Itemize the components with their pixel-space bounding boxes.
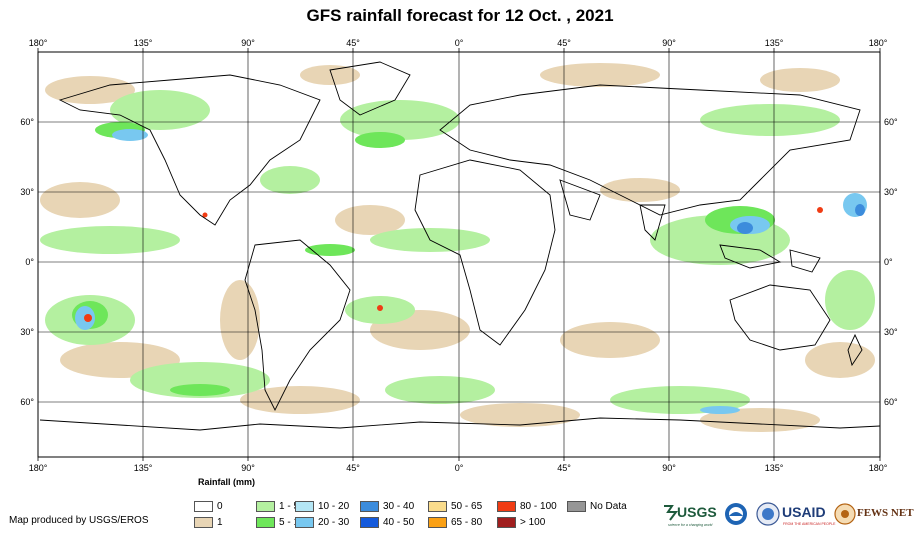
lon-label: 45° [346,463,360,473]
legend-label: 10 - 20 [318,500,350,512]
legend-item: 1 - 5 [256,499,299,513]
legend-item: 65 - 80 [428,515,482,529]
coastlines [39,61,881,431]
lon-label: 45° [557,38,571,48]
lon-label: 0° [455,38,464,48]
legend-swatch [360,516,379,528]
legend-swatch [428,500,447,512]
lon-label: 135° [765,38,784,48]
legend-item: 20 - 30 [295,515,349,529]
legend-item: 1 [194,515,223,529]
lon-label: 45° [557,463,571,473]
legend-swatch [428,516,447,528]
lat-label: 30° [20,187,34,197]
legend-label: 0 [217,500,223,512]
legend-item: No Data [567,499,627,513]
lat-label: 60° [884,117,898,127]
axis-ticks [37,48,881,461]
legend-swatch [567,500,586,512]
usaid-logo: USAID FROM THE AMERICAN PEOPLE [782,504,836,526]
legend-swatch [295,516,314,528]
lat-labels-right: 60° 30° 0° 30° 60° [884,117,898,407]
lon-label: 180° [29,38,48,48]
lat-labels-left: 60° 30° 0° 30° 60° [20,117,34,407]
usgs-text: USGS [677,504,717,520]
legend-item: 30 - 40 [360,499,414,513]
map-credit: Map produced by USGS/EROS [9,515,149,526]
legend-swatch [256,516,275,528]
legend-swatch [194,516,213,528]
legend-label: No Data [590,500,627,512]
lon-label: 180° [869,463,888,473]
lat-label: 30° [20,327,34,337]
legend-label: 30 - 40 [383,500,415,512]
lon-label: 135° [134,38,153,48]
legend-item: 0 [194,499,223,513]
legend-item: 5 - 10 [256,515,305,529]
legend-item: 10 - 20 [295,499,349,513]
lon-label: 0° [455,463,464,473]
legend-swatch [497,500,516,512]
map-title: GFS rainfall forecast for 12 Oct. , 2021 [306,6,614,25]
graticule [38,52,880,457]
lat-label: 0° [884,257,893,267]
legend-label: 50 - 65 [451,500,483,512]
lat-label: 30° [884,327,898,337]
lon-label: 90° [662,38,676,48]
lat-label: 30° [884,187,898,197]
lon-label: 90° [241,38,255,48]
agency-logos: USGS science for a changing world USAID … [664,502,914,527]
noaa-logo [725,503,747,525]
legend-label: 1 [217,516,223,528]
lon-label: 45° [346,38,360,48]
legend-swatch [360,500,379,512]
dhs-seal-logo [756,502,780,526]
legend-label: 65 - 80 [451,516,483,528]
usgs-logo: USGS science for a changing world [664,504,717,527]
legend-swatch [497,516,516,528]
lon-label: 180° [869,38,888,48]
legend-swatch [295,500,314,512]
fews-text: FEWS NET [857,507,914,519]
lon-label: 90° [241,463,255,473]
lat-label: 0° [25,257,34,267]
legend-item: 80 - 100 [497,499,557,513]
fews-net-logo: FEWS NET [834,503,914,525]
legend-label: 1 - 5 [279,500,300,512]
legend-item: > 100 [497,515,545,529]
lon-label: 90° [662,463,676,473]
legend-label: 80 - 100 [520,500,557,512]
legend-label: > 100 [520,516,546,528]
legend-swatch [194,500,213,512]
lon-label: 135° [765,463,784,473]
legend-swatch [256,500,275,512]
legend-item: 40 - 50 [360,515,414,529]
lon-label: 180° [29,463,48,473]
lon-labels-top: 180° 135° 90° 45° 0° 45° 90° 135° 180° [29,38,888,48]
legend-label: 20 - 30 [318,516,350,528]
lon-labels-bottom: 180° 135° 90° 45° 0° 45° 90° 135° 180° [29,463,888,473]
usaid-tagline: FROM THE AMERICAN PEOPLE [783,522,836,526]
legend-label: 40 - 50 [383,516,415,528]
lat-label: 60° [884,397,898,407]
lat-label: 60° [20,117,34,127]
legend-label: 5 - 10 [279,516,305,528]
legend-title: Rainfall (mm) [198,477,256,487]
usaid-text: USAID [782,504,826,520]
lon-label: 135° [134,463,153,473]
legend-item: 50 - 65 [428,499,482,513]
lat-label: 60° [20,397,34,407]
usgs-tagline: science for a changing world [668,523,713,527]
